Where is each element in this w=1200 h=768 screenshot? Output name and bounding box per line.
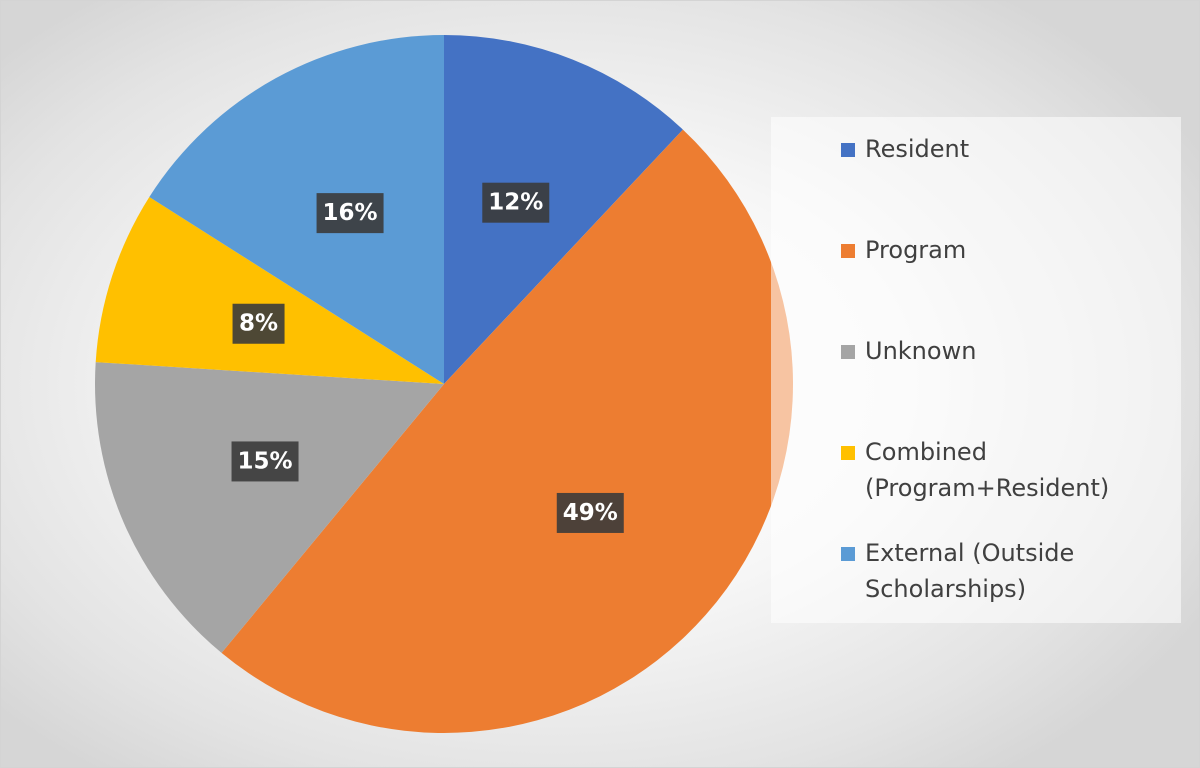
slice-percent-label: 12%: [488, 190, 543, 216]
slice-label-background: [556, 492, 624, 533]
legend-item: Program: [841, 232, 1181, 333]
pie-slice: [221, 129, 793, 733]
slice-data-label: 12%: [482, 182, 550, 223]
slice-data-label: 49%: [556, 492, 624, 533]
slice-data-label: 16%: [316, 193, 384, 234]
slice-label-background: [232, 303, 285, 344]
legend-swatch: [841, 345, 855, 359]
legend-item: External (Outside Scholarships): [841, 535, 1181, 636]
slice-data-label: 15%: [231, 441, 299, 482]
slice-percent-label: 16%: [323, 200, 378, 226]
slice-data-label: 8%: [232, 303, 285, 344]
slice-percent-label: 15%: [238, 448, 293, 474]
legend-label: Combined (Program+Resident): [865, 438, 1110, 502]
legend-swatch: [841, 547, 855, 561]
slice-label-background: [231, 441, 299, 482]
legend: Resident Program Unknown Combined (Progr…: [771, 117, 1181, 623]
legend-label: External (Outside Scholarships): [865, 539, 1075, 603]
slice-percent-label: 49%: [563, 500, 618, 526]
slice-label-background: [482, 182, 550, 223]
legend-label: Program: [865, 236, 967, 264]
legend-item: Combined (Program+Resident): [841, 434, 1181, 535]
legend-label: Resident: [865, 135, 970, 163]
pie-slice: [149, 35, 444, 384]
pie-slice: [95, 196, 445, 384]
legend-swatch: [841, 446, 855, 460]
legend-label: Unknown: [865, 337, 977, 365]
pie-slice: [444, 35, 683, 384]
slice-label-background: [316, 193, 384, 234]
legend-item: Unknown: [841, 333, 1181, 434]
pie-slice: [95, 362, 445, 653]
legend-item: Resident: [841, 131, 1181, 232]
legend-swatch: [841, 143, 855, 157]
slice-percent-label: 8%: [239, 311, 278, 337]
legend-swatch: [841, 244, 855, 258]
